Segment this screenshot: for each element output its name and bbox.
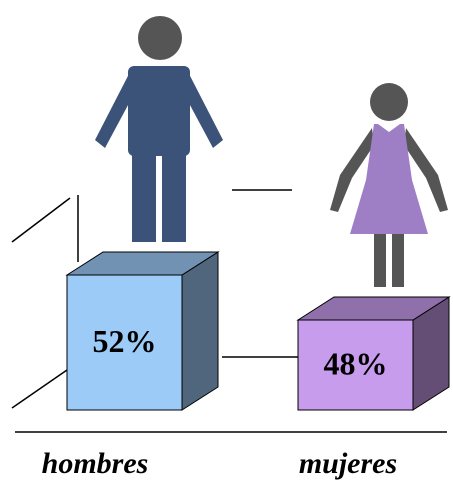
value-label: 52% bbox=[93, 323, 157, 359]
woman-figure bbox=[330, 83, 448, 287]
category-label: hombres bbox=[42, 447, 149, 480]
value-label: 48% bbox=[324, 345, 388, 381]
guide-line bbox=[11, 369, 68, 409]
guide-line bbox=[11, 197, 71, 243]
box-side bbox=[181, 251, 219, 411]
category-label: mujeres bbox=[299, 447, 397, 480]
bar bbox=[297, 319, 414, 411]
man-figure bbox=[95, 16, 223, 242]
bar bbox=[66, 274, 183, 411]
